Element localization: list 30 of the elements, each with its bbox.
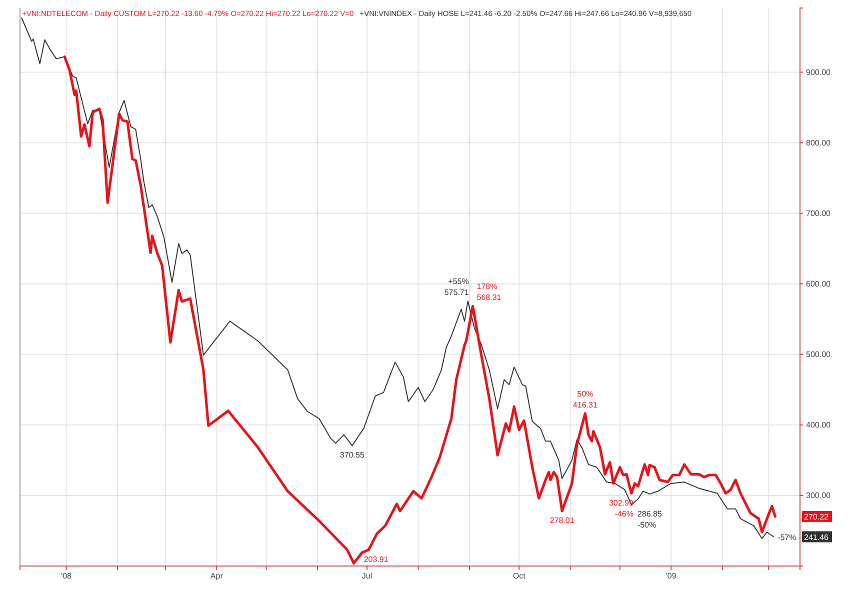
annotation: 278.01	[550, 516, 575, 525]
annotation: 568.31	[476, 293, 502, 302]
annotation: 178%	[476, 282, 498, 292]
annotation: 370.55	[340, 450, 365, 460]
annotation: 575.71	[444, 288, 470, 297]
x-tick-label: '08	[61, 572, 72, 581]
annotation: 416.31	[572, 400, 598, 410]
annotation: -57%	[778, 532, 796, 542]
annotation: -50%	[637, 520, 656, 530]
annotation: 270.22	[804, 512, 830, 522]
annotation: 302.99	[608, 498, 634, 508]
annotation: 50%	[577, 389, 594, 398]
x-tick-label: Oct	[512, 572, 526, 581]
annotation: -46%	[614, 509, 634, 518]
y-tick-label: 900.00	[806, 68, 832, 77]
x-tick-label: Apr	[210, 572, 224, 581]
y-tick-label: 400.00	[806, 420, 832, 430]
y-tick-label: 300.00	[806, 491, 832, 500]
annotation: 241.46	[804, 532, 830, 542]
y-tick-label: 700.00	[806, 208, 832, 218]
line-series	[63, 55, 777, 565]
annotation: +55%	[448, 276, 469, 286]
x-tick-label: Jul	[362, 572, 372, 581]
y-tick-label: 600.00	[806, 279, 832, 288]
y-tick-label: 800.00	[806, 138, 832, 148]
line-series	[21, 17, 774, 539]
annotation: 286.85	[637, 510, 662, 519]
annotation: 203.91	[364, 555, 389, 564]
x-tick-label: '09	[666, 572, 677, 581]
y-tick-label: 500.00	[806, 350, 832, 359]
